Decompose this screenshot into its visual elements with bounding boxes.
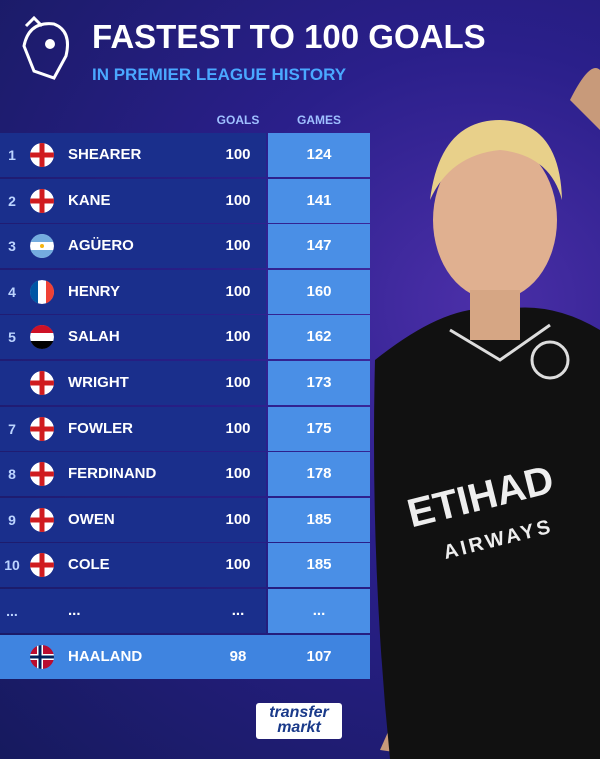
rank: 10 [4,557,20,574]
rank: 1 [8,147,16,163]
games: 173 [306,374,332,391]
logo-line: transfer [269,704,329,721]
player-name: ... [68,602,81,619]
table-row: 8 FERDINAND 100 178 [0,452,370,497]
flag [29,233,55,259]
goals: 100 [225,328,251,346]
player-name: HENRY [68,282,120,300]
games-background [268,589,370,633]
column-header: GAMES [296,113,341,127]
player-photo: ETIHAD AIRWAYS [374,68,600,759]
games-background [268,406,370,451]
table-row: HAALAND 98 107 [0,634,370,679]
table-row: 10 COLE 100 185 [0,543,370,588]
player-name: FERDINAND [68,465,157,483]
rank: 5 [8,329,16,346]
rank: 4 [8,283,16,300]
games-background [268,452,370,497]
games-background [268,315,370,360]
player-name: OWEN [68,510,115,528]
goals: 100 [225,146,251,163]
player-name: COLE [68,556,110,574]
flag [29,188,55,214]
goals: 100 [225,374,251,391]
rank: ... [6,603,18,619]
flag [29,142,55,168]
row-background [0,634,370,679]
table-row: 3 AGÜERO 100 147 [0,224,370,269]
player-name: WRIGHT [68,374,129,391]
games-background [268,269,370,314]
league-logo [22,16,69,80]
games-background [268,133,370,177]
rank [2,635,22,679]
flag [29,416,55,442]
games: 175 [306,419,332,437]
rank: 8 [8,466,16,483]
table-row: 2 KANE 100 141 [0,178,370,223]
player-name: HAALAND [68,647,143,665]
table-row: 1 SHEARER 100 124 [0,133,370,177]
games: 160 [306,282,332,300]
games: 124 [306,146,332,163]
flag [29,279,55,305]
subtitle: IN PREMIER LEAGUE HISTORY [92,65,347,84]
logo-line: markt [277,719,321,736]
games-background [268,361,370,405]
table-row: WRIGHT 100 173 [0,361,370,405]
games: 178 [306,465,332,483]
table-row: 9 OWEN 100 185 [0,497,370,542]
footer-logo: transfer markt [256,703,342,739]
games: 141 [306,191,332,209]
flag [29,644,55,670]
goals: 100 [225,556,251,574]
player-name: SHEARER [68,146,142,163]
rank [2,361,22,405]
player-name: KANE [68,191,111,209]
games: 185 [306,510,332,528]
games-background [268,178,370,223]
games: 147 [306,237,332,255]
column-header: GOALS [216,113,260,127]
goals: 100 [225,282,251,300]
table-row: 5 SALAH 100 162 [0,315,370,360]
player-name: SALAH [68,328,120,346]
games-background [268,497,370,542]
flag [29,552,55,578]
goals: 100 [225,237,251,255]
flag [29,461,55,487]
goals: 100 [225,419,251,437]
flag [29,370,55,396]
player-name: FOWLER [68,419,133,437]
goals: ... [231,602,245,619]
rank: 9 [8,511,16,528]
flag [29,324,55,350]
goals: 100 [225,191,251,209]
goals: 100 [225,510,251,528]
games-background [268,543,370,588]
player-name: AGÜERO [68,237,134,255]
rank: 2 [8,192,16,209]
games: 162 [306,328,332,346]
games-background [268,224,370,269]
games: 185 [306,556,332,574]
flag [29,507,55,533]
goals: 98 [229,647,247,665]
goals: 100 [225,465,251,483]
table-row: ............ [0,589,370,633]
table-row: 4 HENRY 100 160 [0,269,370,314]
title: FASTEST TO 100 GOALS [92,18,486,55]
games: 107 [306,647,332,665]
rank: 7 [8,420,16,437]
games: ... [312,602,326,619]
table-row: 7 FOWLER 100 175 [0,406,370,451]
row-background [0,589,266,633]
rank: 3 [8,238,16,255]
